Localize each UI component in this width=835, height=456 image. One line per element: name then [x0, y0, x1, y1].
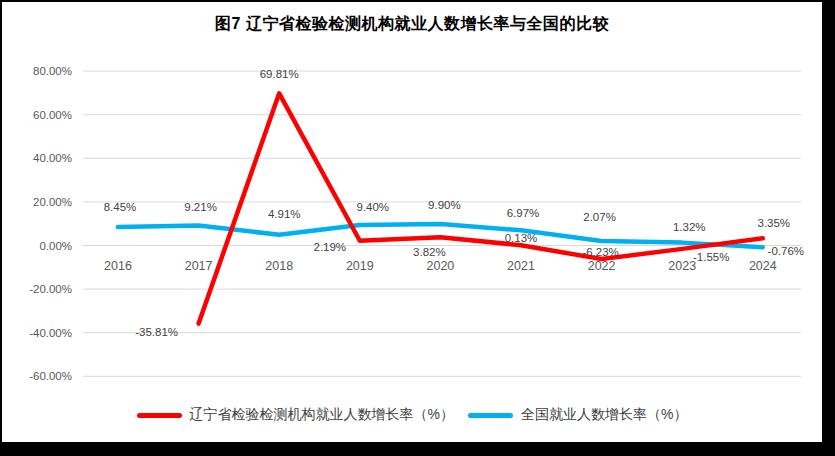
data-label: 9.40% — [356, 201, 389, 213]
national-series-swatch — [468, 413, 513, 418]
legend-item-national: 全国就业人数增长率（%） — [468, 406, 687, 424]
x-axis-category-label: 2017 — [185, 259, 213, 273]
x-axis-category-label: 2016 — [104, 259, 132, 273]
data-label: 2.19% — [313, 241, 346, 253]
chart-legend: 辽宁省检验检测机构就业人数增长率（%） 全国就业人数增长率（%） — [2, 403, 822, 427]
x-axis-category-label: 2024 — [749, 259, 777, 273]
data-label: 9.90% — [428, 199, 461, 211]
y-axis-tick-label: 20.00% — [33, 196, 72, 208]
y-axis-tick-label: 40.00% — [33, 152, 72, 164]
data-label: 4.91% — [268, 208, 301, 220]
data-label: 9.21% — [184, 201, 217, 213]
x-axis-category-label: 2020 — [426, 259, 454, 273]
y-axis-tick-label: 0.00% — [39, 240, 72, 252]
x-axis-category-label: 2021 — [507, 259, 535, 273]
y-axis-tick-label: 80.00% — [33, 65, 72, 77]
legend-label-national: 全国就业人数增长率（%） — [521, 406, 687, 424]
y-axis-tick-label: -20.00% — [29, 283, 72, 295]
data-label: 3.82% — [413, 246, 446, 258]
legend-label-liaoning: 辽宁省检验检测机构就业人数增长率（%） — [190, 406, 454, 424]
line-chart-plot-area: 80.00% 60.00% 40.00% 20.00% 0.00% -20.00% -40.… — [2, 2, 822, 442]
data-label: 1.32% — [673, 221, 706, 233]
data-label: -1.55% — [693, 251, 729, 263]
data-label: 6.97% — [507, 207, 540, 219]
y-axis-tick-label: 60.00% — [33, 109, 72, 121]
y-axis-tick-label: -60.00% — [29, 370, 72, 382]
data-label: 3.35% — [757, 217, 790, 229]
data-label: -35.81% — [135, 326, 178, 338]
liaoning-series-swatch — [137, 413, 182, 418]
y-axis-tick-label: -40.00% — [29, 327, 72, 339]
data-label: -6.23% — [582, 246, 618, 258]
data-label: 69.81% — [260, 68, 299, 80]
x-axis-category-label: 2018 — [265, 259, 293, 273]
legend-item-liaoning: 辽宁省检验检测机构就业人数增长率（%） — [137, 406, 454, 424]
data-label: 0.13% — [505, 232, 538, 244]
data-label: 2.07% — [583, 211, 616, 223]
chart-frame: 图7 辽宁省检验检测机构就业人数增长率与全国的比较 80.00%60.00%40… — [0, 0, 835, 456]
data-label: 8.45% — [104, 201, 137, 213]
x-axis-category-label: 2023 — [668, 259, 696, 273]
x-axis-category-label: 2019 — [346, 259, 374, 273]
data-label: -0.76% — [768, 245, 804, 257]
